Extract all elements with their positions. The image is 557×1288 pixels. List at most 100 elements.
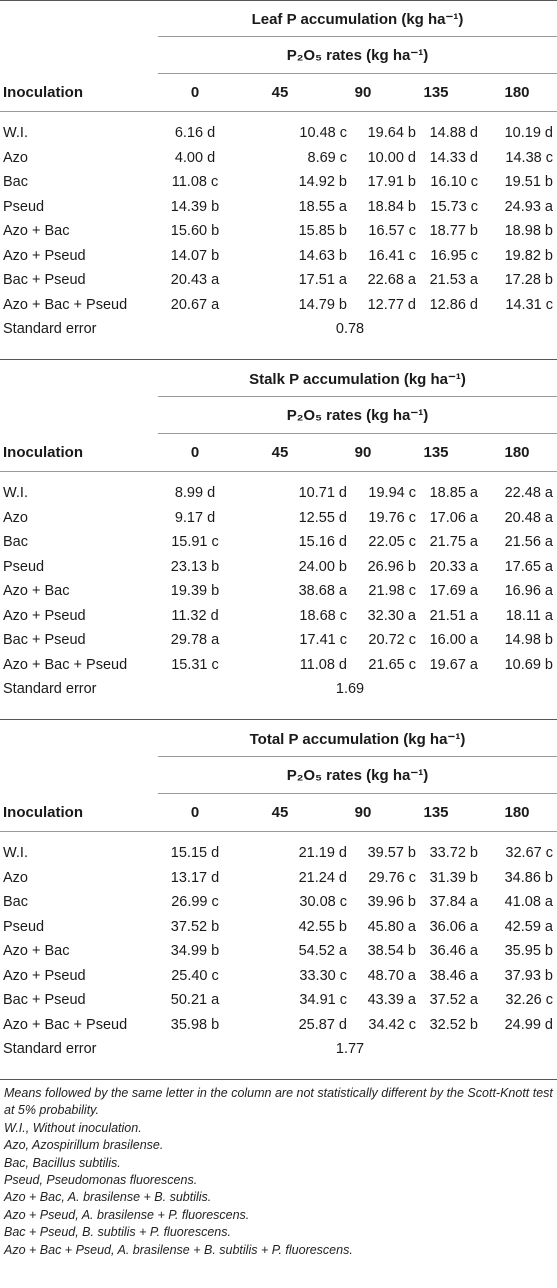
section-title: Stalk P accumulation (kg ha⁻¹) — [249, 371, 466, 388]
table-cell: 17.91 b — [367, 174, 416, 190]
table-cell: 15.16 d — [298, 534, 347, 550]
table-section: Stalk P accumulation (kg ha⁻¹) P₂O₅ rates… — [0, 360, 557, 720]
subheader-rule — [158, 433, 557, 434]
table-cell: 38.68 a — [298, 583, 347, 599]
table-cell: 15.73 c — [430, 198, 478, 215]
footnote: Pseud, Pseudomonas fluorescens. — [4, 1173, 198, 1188]
header-rule — [0, 831, 557, 832]
table-row: Azo 9.17 d 12.55 d 19.76 c 17.06 a 20.48 a — [0, 506, 557, 531]
results-table: Leaf P accumulation (kg ha⁻¹) P₂O₅ rates … — [0, 0, 557, 1080]
table-cell: 14.33 d — [429, 149, 478, 166]
table-cell: 16.95 c — [430, 247, 478, 264]
footnote: Azo + Bac + Pseud, A. brasilense + B. su… — [4, 1242, 353, 1257]
standard-error-row: Standard error 1.77 — [0, 1037, 557, 1062]
table-row: Azo + Bac + Pseud 15.31 c 11.08 d 21.65 c 19… — [0, 653, 557, 678]
table-row: Azo + Bac 34.99 b 54.52 a 38.54 b 36.46 a 35.… — [0, 939, 557, 964]
table-cell: 10.69 b — [504, 656, 553, 673]
row-label: Azo + Pseud — [3, 247, 86, 264]
footnote: Bac + Pseud, B. subtilis + P. fluorescen… — [4, 1225, 231, 1240]
column-header-row: Inoculation 0 45 90 135 180 — [0, 80, 557, 106]
table-body: W.I. 15.15 d 21.19 d 39.57 b 33.72 b 32.67 c A… — [0, 841, 557, 1062]
row-label: Pseud — [3, 918, 45, 935]
row-label: Bac + Pseud — [3, 992, 86, 1008]
row-label: Azo + Bac + Pseud — [3, 656, 128, 673]
table-cell: 31.39 b — [429, 869, 478, 886]
table-cell: 25.40 c — [171, 967, 219, 984]
table-cell: 33.72 b — [429, 845, 478, 861]
column-header: 135 — [423, 84, 449, 101]
row-label: Azo + Bac — [3, 583, 70, 599]
row-label: Pseud — [3, 198, 45, 215]
column-header: 45 — [271, 444, 289, 461]
table-row: Bac + Pseud 20.43 a 17.51 a 22.68 a 21.53 a 1… — [0, 268, 557, 293]
table-cell: 34.42 c — [368, 1016, 416, 1033]
table-cell: 37.93 b — [504, 967, 553, 984]
table-cell: 11.32 d — [171, 607, 219, 624]
table-cell: 37.52 a — [429, 992, 478, 1008]
table-cell: 20.43 a — [170, 272, 220, 288]
table-cell: 12.77 d — [367, 296, 416, 313]
table-cell: 22.48 a — [504, 485, 553, 501]
table-cell: 13.17 d — [170, 869, 220, 886]
table-cell: 45.80 a — [367, 918, 416, 935]
row-label: Bac — [3, 174, 28, 190]
table-row: Pseud 23.13 b 24.00 b 26.96 b 20.33 a 17.65 a — [0, 555, 557, 580]
column-header: 90 — [354, 84, 372, 101]
table-cell: 14.88 d — [429, 125, 478, 141]
table-row: Azo + Bac 19.39 b 38.68 a 21.98 c 17.69 a 16.… — [0, 579, 557, 604]
table-row: Pseud 14.39 b 18.55 a 18.84 b 15.73 c 24.93 a — [0, 195, 557, 220]
table-cell: 38.46 a — [429, 967, 478, 984]
table-row: Bac + Pseud 50.21 a 34.91 c 43.39 a 37.52 a 3… — [0, 988, 557, 1013]
table-cell: 19.94 c — [368, 485, 416, 501]
table-cell: 15.31 c — [171, 656, 219, 673]
table-cell: 21.65 c — [368, 656, 416, 673]
table-cell: 17.41 c — [299, 632, 347, 648]
section-bottom-rule — [0, 719, 557, 720]
table-cell: 24.00 b — [298, 558, 347, 575]
table-cell: 32.52 b — [429, 1016, 478, 1033]
table-cell: 38.54 b — [367, 943, 416, 959]
table-cell: 36.46 a — [429, 943, 478, 959]
row-label: Bac — [3, 894, 28, 910]
table-cell: 26.96 b — [367, 558, 416, 575]
row-label: W.I. — [3, 485, 28, 501]
table-cell: 12.86 d — [429, 296, 478, 313]
table-cell: 17.28 b — [504, 272, 553, 288]
table-cell: 20.48 a — [504, 509, 553, 526]
table-cell: 14.98 b — [504, 632, 553, 648]
table-cell: 19.76 c — [368, 509, 416, 526]
rates-subheader: P₂O₅ rates (kg ha⁻¹) — [286, 407, 429, 424]
table-cell: 22.68 a — [367, 272, 416, 288]
table-cell: 24.99 d — [504, 1016, 553, 1033]
footnote: Azo + Bac, A. brasilense + B. subtilis. — [4, 1190, 212, 1205]
standard-error-label: Standard error — [3, 1041, 97, 1057]
table-cell: 35.98 b — [170, 1016, 220, 1033]
row-label: W.I. — [3, 125, 28, 141]
column-header: Inoculation — [3, 84, 83, 101]
table-cell: 15.85 b — [298, 223, 347, 239]
column-header: 180 — [504, 444, 530, 461]
table-cell: 25.87 d — [298, 1016, 347, 1033]
row-label: Azo + Bac + Pseud — [3, 1016, 128, 1033]
row-label: Azo + Pseud — [3, 967, 86, 984]
column-header: 45 — [271, 84, 289, 101]
table-cell: 15.60 b — [170, 223, 220, 239]
subheader-rule — [158, 73, 557, 74]
table-cell: 19.67 a — [429, 656, 478, 673]
standard-error-label: Standard error — [3, 321, 97, 337]
table-body: W.I. 6.16 d 10.48 c 19.64 b 14.88 d 10.19 d Az… — [0, 121, 557, 342]
table-cell: 21.56 a — [504, 534, 553, 550]
table-cell: 18.85 a — [429, 485, 478, 501]
table-cell: 19.82 b — [504, 247, 553, 264]
table-cell: 8.69 c — [307, 149, 348, 166]
section-title: Total P accumulation (kg ha⁻¹) — [249, 731, 466, 748]
column-header: Inoculation — [3, 444, 83, 461]
table-cell: 9.17 d — [174, 509, 216, 526]
column-header: 180 — [504, 84, 530, 101]
table-cell: 10.19 d — [504, 125, 553, 141]
standard-error-value: 1.69 — [335, 681, 365, 697]
column-header: 45 — [271, 804, 289, 821]
section-bottom-rule — [0, 359, 557, 360]
table-cell: 21.75 a — [429, 534, 478, 550]
title-rule — [158, 36, 557, 37]
